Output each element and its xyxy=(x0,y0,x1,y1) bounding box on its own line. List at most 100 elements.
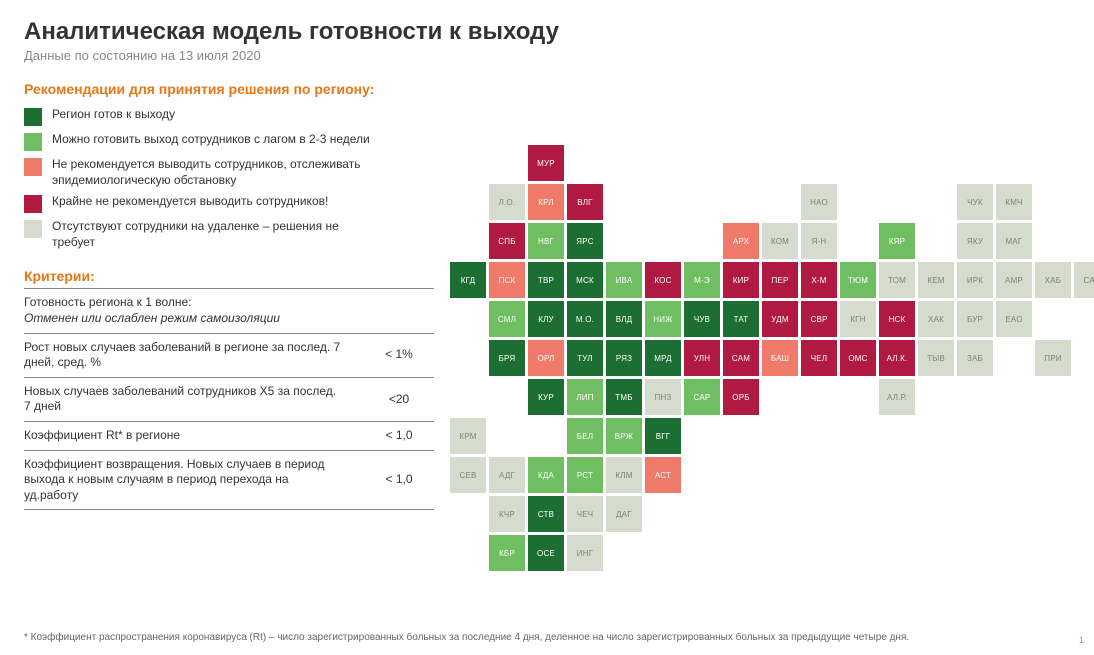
region-tile[interactable]: ЗАБ xyxy=(957,340,993,376)
region-tile[interactable]: ЕАО xyxy=(996,301,1032,337)
region-tile[interactable]: МАГ xyxy=(996,223,1032,259)
region-tile[interactable]: ТАТ xyxy=(723,301,759,337)
region-tile[interactable]: ПНЗ xyxy=(645,379,681,415)
region-tile[interactable]: НАО xyxy=(801,184,837,220)
region-tile[interactable]: КРМ xyxy=(450,418,486,454)
region-tile[interactable]: БРЯ xyxy=(489,340,525,376)
region-tile[interactable]: УЛН xyxy=(684,340,720,376)
region-tile[interactable]: КРЛ xyxy=(528,184,564,220)
region-tile[interactable]: КУР xyxy=(528,379,564,415)
region-tile[interactable]: Х-М xyxy=(801,262,837,298)
region-tile[interactable]: М.О. xyxy=(567,301,603,337)
region-tile[interactable]: ЧУВ xyxy=(684,301,720,337)
page-subtitle: Данные по состоянию на 13 июля 2020 xyxy=(24,48,1070,63)
criteria-header: Критерии: xyxy=(24,268,434,289)
region-tile[interactable]: ОСЕ xyxy=(528,535,564,571)
region-tile[interactable]: ТЮМ xyxy=(840,262,876,298)
region-tile[interactable]: М-Э xyxy=(684,262,720,298)
region-tile[interactable]: СТВ xyxy=(528,496,564,532)
region-tile[interactable]: ТУЛ xyxy=(567,340,603,376)
region-tile[interactable]: КОМ xyxy=(762,223,798,259)
criteria-label: Коэффициент Rt* в регионе xyxy=(24,428,364,444)
region-tile[interactable]: ВГГ xyxy=(645,418,681,454)
region-tile[interactable]: КБР xyxy=(489,535,525,571)
region-tile[interactable]: ЧЕЧ xyxy=(567,496,603,532)
region-tile[interactable]: ЛИП xyxy=(567,379,603,415)
region-tile[interactable]: ДАГ xyxy=(606,496,642,532)
region-tile[interactable]: САР xyxy=(684,379,720,415)
region-tile[interactable]: КЛУ xyxy=(528,301,564,337)
region-tile[interactable]: САМ xyxy=(723,340,759,376)
region-tile[interactable]: КИР xyxy=(723,262,759,298)
region-tile[interactable]: ОРБ xyxy=(723,379,759,415)
region-tile[interactable]: ОМС xyxy=(840,340,876,376)
region-tile[interactable]: БЕЛ xyxy=(567,418,603,454)
region-tile[interactable]: ХАК xyxy=(918,301,954,337)
region-tile[interactable]: ПРИ xyxy=(1035,340,1071,376)
region-tile[interactable]: РЯЗ xyxy=(606,340,642,376)
legend-label: Крайне не рекомендуется выводить сотрудн… xyxy=(52,194,328,210)
region-tile[interactable]: Я-Н xyxy=(801,223,837,259)
region-tile[interactable]: ПСК xyxy=(489,262,525,298)
region-tile-map: МУРЛ.О.КРЛВЛГ НАО ЧУККМЧ СПБНВГЯРС АРХКОМЯ-Н… xyxy=(450,145,1070,575)
criteria-label: Рост новых случаев заболеваний в регионе… xyxy=(24,340,364,371)
region-tile[interactable]: КЕМ xyxy=(918,262,954,298)
region-tile[interactable]: БУР xyxy=(957,301,993,337)
region-tile[interactable]: ТЫВ xyxy=(918,340,954,376)
criteria-row: Коэффициент возвращения. Новых случаев в… xyxy=(24,451,434,511)
region-tile[interactable]: ТВР xyxy=(528,262,564,298)
region-tile[interactable]: СВР xyxy=(801,301,837,337)
region-tile[interactable]: ОРЛ xyxy=(528,340,564,376)
region-tile[interactable]: ИНГ xyxy=(567,535,603,571)
region-tile[interactable]: ЯРС xyxy=(567,223,603,259)
region-tile[interactable]: ЯКУ xyxy=(957,223,993,259)
criteria-value: < 1,0 xyxy=(364,428,434,444)
region-tile[interactable]: ХАБ xyxy=(1035,262,1071,298)
region-tile[interactable]: КЛМ xyxy=(606,457,642,493)
region-tile[interactable]: КЧР xyxy=(489,496,525,532)
region-tile[interactable]: ЧЕЛ xyxy=(801,340,837,376)
criteria-table: Критерии: Готовность региона к 1 волне:О… xyxy=(24,268,434,510)
region-tile[interactable]: НСК xyxy=(879,301,915,337)
region-tile[interactable]: Л.О. xyxy=(489,184,525,220)
region-tile[interactable]: ВЛГ xyxy=(567,184,603,220)
criteria-row: Готовность региона к 1 волне:Отменен или… xyxy=(24,289,434,333)
region-tile[interactable]: КМЧ xyxy=(996,184,1032,220)
region-tile[interactable]: КЯР xyxy=(879,223,915,259)
region-tile[interactable]: АМР xyxy=(996,262,1032,298)
region-tile[interactable]: АРХ xyxy=(723,223,759,259)
region-tile[interactable]: САХ xyxy=(1074,262,1094,298)
region-tile[interactable]: ВЛД xyxy=(606,301,642,337)
region-tile[interactable]: АСТ xyxy=(645,457,681,493)
region-tile[interactable]: МУР xyxy=(528,145,564,181)
criteria-value: < 1,0 xyxy=(364,472,434,488)
region-tile[interactable]: СЕВ xyxy=(450,457,486,493)
region-tile[interactable]: КГН xyxy=(840,301,876,337)
region-tile[interactable]: МСК xyxy=(567,262,603,298)
region-tile[interactable]: ПЕР xyxy=(762,262,798,298)
region-tile[interactable]: СМЛ xyxy=(489,301,525,337)
region-tile[interactable]: ЧУК xyxy=(957,184,993,220)
legend-swatch xyxy=(24,108,42,126)
region-tile[interactable]: ИРК xyxy=(957,262,993,298)
region-tile[interactable]: ИВА xyxy=(606,262,642,298)
region-tile[interactable]: ВРЖ xyxy=(606,418,642,454)
region-tile[interactable]: КОС xyxy=(645,262,681,298)
region-tile[interactable]: УДМ xyxy=(762,301,798,337)
region-tile[interactable]: КДА xyxy=(528,457,564,493)
region-tile[interactable]: АЛ.К. xyxy=(879,340,915,376)
region-tile[interactable]: РСТ xyxy=(567,457,603,493)
region-tile[interactable]: МРД xyxy=(645,340,681,376)
region-tile[interactable]: СПБ xyxy=(489,223,525,259)
region-tile[interactable]: АЛ.Р. xyxy=(879,379,915,415)
region-tile[interactable]: БАШ xyxy=(762,340,798,376)
region-tile[interactable]: НИЖ xyxy=(645,301,681,337)
region-tile[interactable]: КГД xyxy=(450,262,486,298)
region-tile[interactable]: ТОМ xyxy=(879,262,915,298)
region-tile[interactable]: НВГ xyxy=(528,223,564,259)
region-tile[interactable]: ТМБ xyxy=(606,379,642,415)
criteria-label: Коэффициент возвращения. Новых случаев в… xyxy=(24,457,364,504)
criteria-row: Рост новых случаев заболеваний в регионе… xyxy=(24,334,434,378)
legend-swatch xyxy=(24,133,42,151)
region-tile[interactable]: АДГ xyxy=(489,457,525,493)
